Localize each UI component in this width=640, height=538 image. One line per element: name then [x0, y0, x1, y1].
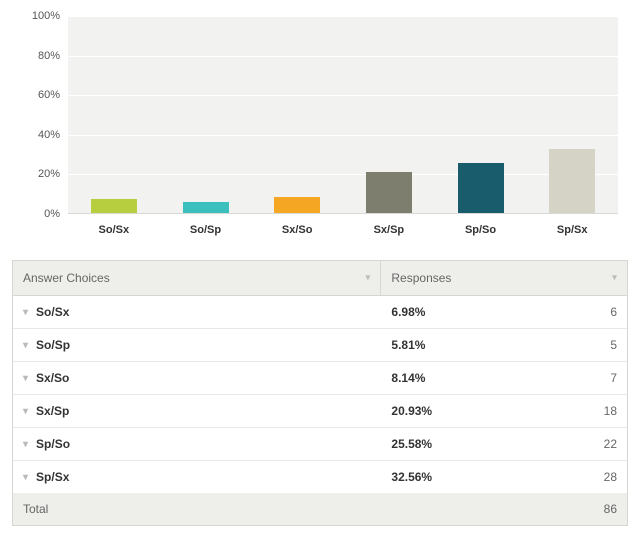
header-responses[interactable]: Responses ▾ — [381, 261, 627, 295]
bar-chart: 0%20%40%60%80%100% So/SxSo/SpSx/SoSx/SpS… — [12, 12, 628, 242]
row-label-cell: ▾ Sx/Sp — [13, 395, 381, 427]
row-response-cell: 25.58% 22 — [381, 428, 627, 460]
y-axis-label: 80% — [12, 50, 60, 62]
row-response-cell: 6.98% 6 — [381, 296, 627, 328]
y-axis-label: 0% — [12, 208, 60, 220]
row-label-cell: ▾ So/Sx — [13, 296, 381, 328]
row-label: Sp/Sx — [36, 470, 69, 484]
table-row: ▾ Sp/So 25.58% 22 — [13, 428, 627, 461]
x-axis-labels: So/SxSo/SpSx/SoSx/SpSp/SoSp/Sx — [68, 218, 618, 242]
table-row: ▾ Sx/Sp 20.93% 18 — [13, 395, 627, 428]
table-header: Answer Choices ▾ Responses ▾ — [13, 261, 627, 296]
y-axis-label: 100% — [12, 10, 60, 22]
bar[interactable] — [549, 149, 595, 213]
x-axis-label: So/Sx — [68, 218, 160, 242]
row-label: Sx/Sp — [36, 404, 69, 418]
total-count: 86 — [381, 493, 627, 525]
bar-slot — [435, 16, 527, 213]
row-count: 18 — [604, 404, 617, 418]
row-count: 6 — [610, 305, 617, 319]
bar-slot — [526, 16, 618, 213]
chevron-down-icon[interactable]: ▾ — [23, 340, 28, 351]
bar-slot — [68, 16, 160, 213]
row-response-cell: 8.14% 7 — [381, 362, 627, 394]
bar-slot — [160, 16, 252, 213]
x-axis-label: Sp/Sx — [526, 218, 618, 242]
bar-slot — [343, 16, 435, 213]
bar[interactable] — [274, 197, 320, 213]
x-axis-label: Sx/So — [251, 218, 343, 242]
row-response-cell: 20.93% 18 — [381, 395, 627, 427]
row-percent: 6.98% — [391, 305, 425, 319]
table-row: ▾ Sp/Sx 32.56% 28 — [13, 461, 627, 493]
row-label-cell: ▾ Sx/So — [13, 362, 381, 394]
y-axis-label: 40% — [12, 129, 60, 141]
sort-icon[interactable]: ▾ — [365, 273, 370, 284]
row-label: So/Sp — [36, 338, 70, 352]
row-label-cell: ▾ Sp/Sx — [13, 461, 381, 493]
chevron-down-icon[interactable]: ▾ — [23, 472, 28, 483]
chevron-down-icon[interactable]: ▾ — [23, 406, 28, 417]
row-percent: 8.14% — [391, 371, 425, 385]
header-label: Answer Choices — [23, 271, 110, 285]
row-label-cell: ▾ Sp/So — [13, 428, 381, 460]
row-response-cell: 32.56% 28 — [381, 461, 627, 493]
bar-group — [68, 16, 618, 214]
header-answer-choices[interactable]: Answer Choices ▾ — [13, 261, 381, 295]
gridline — [68, 214, 618, 215]
y-axis-label: 20% — [12, 168, 60, 180]
row-label: Sp/So — [36, 437, 70, 451]
table-row: ▾ So/Sp 5.81% 5 — [13, 329, 627, 362]
sort-icon[interactable]: ▾ — [612, 273, 617, 284]
row-count: 7 — [610, 371, 617, 385]
row-count: 28 — [604, 470, 617, 484]
row-percent: 32.56% — [391, 470, 432, 484]
chevron-down-icon[interactable]: ▾ — [23, 373, 28, 384]
row-percent: 20.93% — [391, 404, 432, 418]
y-axis-label: 60% — [12, 89, 60, 101]
x-axis-label: So/Sp — [160, 218, 252, 242]
bar[interactable] — [183, 202, 229, 213]
row-count: 22 — [604, 437, 617, 451]
total-label: Total — [13, 493, 381, 525]
chevron-down-icon[interactable]: ▾ — [23, 439, 28, 450]
bar[interactable] — [91, 199, 137, 213]
table-row: ▾ So/Sx 6.98% 6 — [13, 296, 627, 329]
header-label: Responses — [391, 271, 451, 285]
row-label-cell: ▾ So/Sp — [13, 329, 381, 361]
bar[interactable] — [366, 172, 412, 213]
x-axis-label: Sp/So — [435, 218, 527, 242]
table-total-row: Total 86 — [13, 493, 627, 525]
x-axis-label: Sx/Sp — [343, 218, 435, 242]
row-percent: 25.58% — [391, 437, 432, 451]
bar[interactable] — [458, 163, 504, 213]
row-percent: 5.81% — [391, 338, 425, 352]
table-row: ▾ Sx/So 8.14% 7 — [13, 362, 627, 395]
row-response-cell: 5.81% 5 — [381, 329, 627, 361]
chevron-down-icon[interactable]: ▾ — [23, 307, 28, 318]
results-table: Answer Choices ▾ Responses ▾ ▾ So/Sx 6.98%… — [12, 260, 628, 526]
bar-slot — [251, 16, 343, 213]
row-label: Sx/So — [36, 371, 69, 385]
row-count: 5 — [610, 338, 617, 352]
row-label: So/Sx — [36, 305, 69, 319]
